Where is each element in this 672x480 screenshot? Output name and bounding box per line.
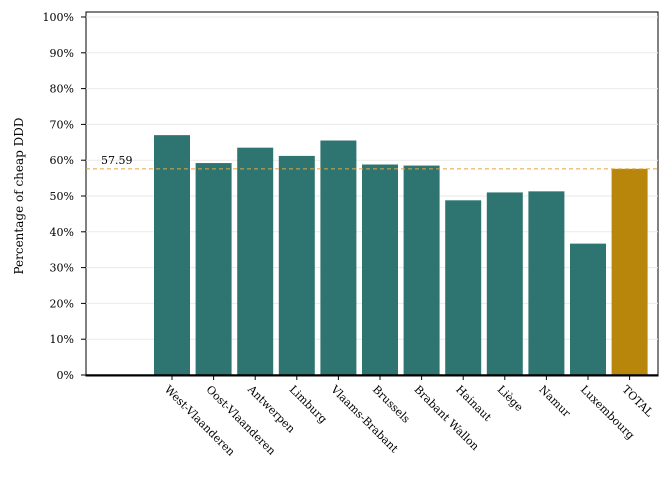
y-tick-label: 80% bbox=[50, 83, 74, 96]
bar bbox=[611, 168, 648, 375]
x-tick-label: Limburg bbox=[287, 383, 330, 426]
bars bbox=[154, 135, 648, 375]
bar bbox=[154, 135, 190, 375]
y-tick-label: 100% bbox=[43, 11, 74, 24]
x-tick-label: Namur bbox=[536, 383, 573, 420]
y-tick-label: 20% bbox=[50, 297, 74, 310]
bar bbox=[362, 164, 398, 375]
x-tick-label: Liège bbox=[495, 383, 526, 414]
bar bbox=[320, 140, 357, 375]
bar bbox=[237, 147, 274, 375]
x-tick-label: West-Vlaanderen bbox=[162, 383, 238, 459]
y-tick-label: 60% bbox=[50, 154, 74, 167]
x-tick-label: TOTAL bbox=[619, 383, 656, 420]
y-tick-label: 0% bbox=[57, 369, 74, 382]
bar bbox=[403, 165, 440, 375]
y-tick-label: 90% bbox=[50, 47, 74, 60]
y-tick-label: 10% bbox=[50, 333, 74, 346]
y-axis-title: Percentage of cheap DDD bbox=[12, 117, 26, 274]
x-tick-label: Hainaut bbox=[453, 383, 494, 424]
bar bbox=[528, 191, 565, 375]
bar bbox=[278, 155, 315, 375]
y-tick-label: 50% bbox=[50, 190, 74, 203]
x-tick-label: Oost-Vlaanderen bbox=[203, 383, 278, 458]
x-axis-labels: West-VlaanderenOost-VlaanderenAntwerpenL… bbox=[162, 375, 656, 459]
bar bbox=[195, 163, 232, 375]
bar bbox=[570, 243, 606, 375]
bar bbox=[445, 200, 482, 375]
reference-line-group: 57.59 bbox=[86, 154, 658, 170]
reference-line-label: 57.59 bbox=[101, 154, 133, 167]
bar bbox=[486, 192, 523, 375]
x-tick-label: Brussels bbox=[370, 383, 413, 426]
y-tick-label: 30% bbox=[50, 262, 74, 275]
y-tick-label: 40% bbox=[50, 226, 74, 239]
y-tick-label: 70% bbox=[50, 118, 74, 131]
y-axis-ticks: 0% 10% 20% 30% 40% 50% 60% 70% 80% 90% 100% bbox=[43, 11, 86, 382]
